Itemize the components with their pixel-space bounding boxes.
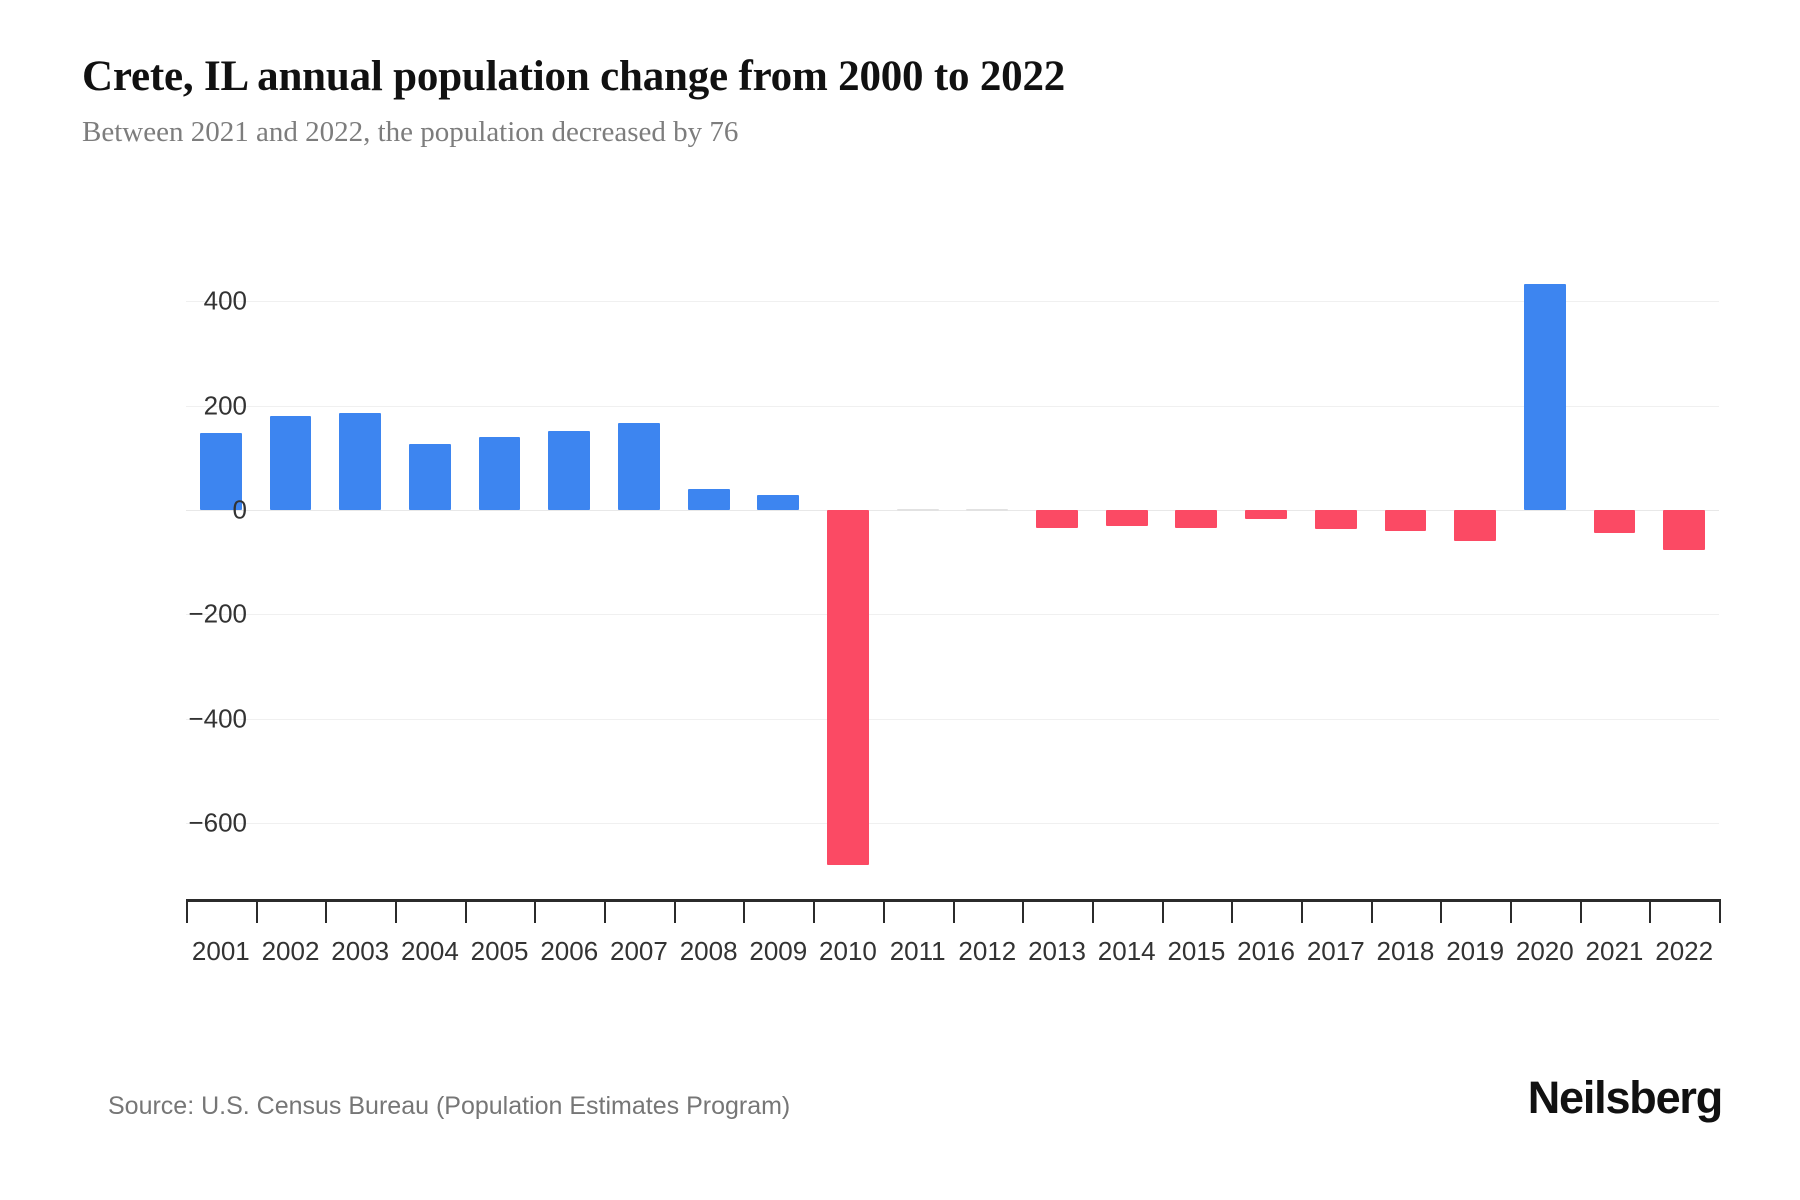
bar-2015[interactable] — [1175, 510, 1218, 528]
bar-2003[interactable] — [339, 412, 382, 511]
x-axis-tick-label: 2013 — [1028, 936, 1086, 966]
x-axis-tick — [1509, 899, 1512, 923]
y-axis-tick-label: 400 — [203, 285, 247, 316]
x-axis-tick — [813, 899, 816, 923]
bar-2001[interactable] — [199, 432, 242, 511]
x-axis-tick — [325, 899, 328, 923]
y-axis-tick-label: −600 — [188, 807, 247, 838]
x-axis-tick-label: 2003 — [331, 936, 390, 966]
x-axis-tick — [743, 899, 746, 923]
x-axis-tick — [464, 899, 467, 923]
x-axis-tick-label: 2014 — [1097, 936, 1156, 966]
x-axis-tick-label: 2011 — [889, 936, 946, 966]
x-axis-tick — [1091, 899, 1094, 923]
x-axis-tick-label: 2021 — [1585, 936, 1644, 966]
x-axis-tick — [1022, 899, 1025, 923]
chart-subtitle: Between 2021 and 2022, the population de… — [82, 116, 739, 149]
bar-2007[interactable] — [618, 423, 660, 511]
x-axis-tick — [882, 899, 885, 923]
bar-2014[interactable] — [1105, 510, 1148, 526]
bar-2020[interactable] — [1523, 283, 1566, 511]
x-axis-tick-label: 2015 — [1167, 936, 1226, 966]
y-axis-tick-label: 200 — [203, 390, 247, 421]
source-note: Source: U.S. Census Bureau (Population E… — [108, 1092, 791, 1120]
x-axis-tick — [255, 899, 258, 923]
bar-2012[interactable] — [966, 509, 1009, 512]
bar-2005[interactable] — [478, 437, 521, 511]
x-axis-tick-label: 2004 — [400, 936, 459, 966]
x-axis-tick — [395, 899, 398, 923]
x-axis-tick-label: 2019 — [1446, 936, 1505, 966]
bar-2009[interactable] — [757, 495, 800, 511]
bar-2013[interactable] — [1036, 510, 1078, 528]
x-axis-tick — [1161, 899, 1164, 923]
x-axis-tick — [604, 899, 607, 923]
x-axis-tick — [1719, 899, 1721, 923]
bar-2022[interactable] — [1663, 510, 1706, 550]
gridline — [186, 718, 1719, 720]
x-axis-tick-label: 2007 — [610, 936, 668, 966]
bar-2018[interactable] — [1384, 510, 1427, 532]
x-axis-tick-label: 2020 — [1515, 936, 1574, 966]
plot-canvas — [186, 265, 1719, 875]
bar-2016[interactable] — [1245, 510, 1287, 520]
chart-header: Crete, IL annual population change from … — [82, 52, 1722, 150]
y-axis-tick-label: −400 — [188, 703, 247, 734]
gridline — [186, 301, 1719, 303]
brand-logo: Neilsberg — [1527, 1072, 1723, 1123]
bar-2004[interactable] — [408, 443, 451, 511]
gridline — [186, 822, 1719, 824]
bar-group — [186, 265, 1719, 875]
bar-2011[interactable] — [896, 509, 939, 512]
x-axis-tick — [1370, 899, 1373, 923]
bar-2006[interactable] — [548, 431, 591, 511]
x-axis-tick — [1579, 899, 1582, 923]
x-axis-tick — [673, 899, 676, 923]
x-axis-tick-label: 2005 — [470, 936, 529, 966]
y-axis-tick-label: −200 — [188, 598, 247, 629]
gridline — [186, 405, 1719, 407]
y-axis-tick-label: 0 — [232, 494, 247, 525]
x-axis-tick-label: 2018 — [1376, 936, 1435, 966]
x-axis-tick — [1440, 899, 1443, 923]
page-title: Crete, IL annual population change from … — [82, 53, 1066, 100]
x-axis-tick-label: 2010 — [819, 936, 877, 966]
bar-2021[interactable] — [1593, 510, 1636, 533]
x-axis-tick-label: 2022 — [1655, 936, 1714, 966]
gridline — [186, 614, 1719, 616]
x-axis-tick-label: 2009 — [749, 936, 808, 966]
x-axis-tick — [1300, 899, 1303, 923]
zero-baseline — [186, 510, 1719, 512]
x-axis-tick — [952, 899, 955, 923]
x-axis-tick-label: 2016 — [1237, 936, 1295, 966]
x-axis-tick-label: 2006 — [540, 936, 599, 966]
bar-2008[interactable] — [687, 488, 730, 511]
x-axis-tick-label: 2002 — [261, 936, 320, 966]
bar-2010[interactable] — [827, 510, 869, 866]
x-axis-tick — [186, 899, 188, 923]
x-axis-tick-label: 2012 — [958, 936, 1017, 966]
x-axis-tick-label: 2008 — [679, 936, 738, 966]
bar-2017[interactable] — [1314, 510, 1357, 529]
bar-2019[interactable] — [1454, 510, 1496, 542]
bar-2002[interactable] — [269, 415, 312, 511]
x-axis-tick — [1649, 899, 1652, 923]
x-axis-tick-label: 2001 — [191, 936, 250, 966]
x-axis-tick — [534, 899, 537, 923]
x-axis-tick — [1231, 899, 1234, 923]
x-axis-tick-label: 2017 — [1306, 936, 1365, 966]
